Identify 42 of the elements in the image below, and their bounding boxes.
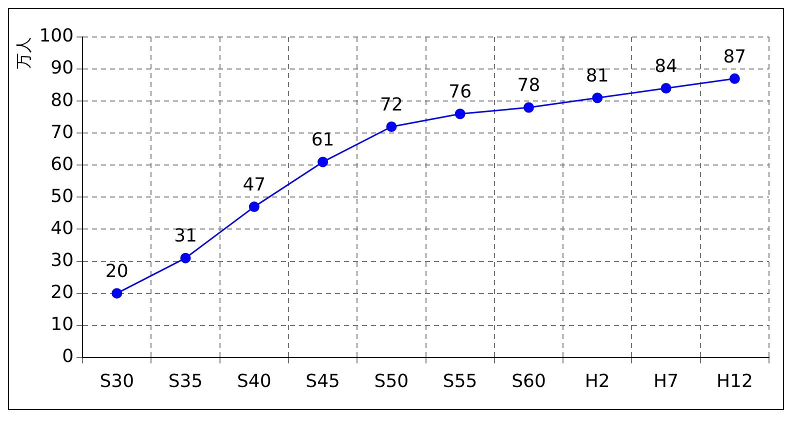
- point: [729, 73, 740, 84]
- y-tick-label: 80: [50, 90, 74, 111]
- data-label: 20: [105, 260, 128, 282]
- x-tick-label: S35: [168, 370, 203, 392]
- y-tick-label: 20: [50, 282, 74, 303]
- point: [248, 202, 260, 212]
- x-tick-label: S55: [442, 370, 478, 392]
- y-tick-label: 90: [50, 58, 74, 79]
- y-tick-label: 100: [39, 26, 74, 47]
- data-label: 87: [723, 46, 746, 68]
- data-label: 81: [586, 66, 609, 87]
- x-tick-label: H7: [654, 370, 679, 392]
- data-label: 61: [311, 130, 334, 151]
- y-tick-label: 10: [50, 314, 74, 336]
- y-tick-label: 60: [50, 154, 74, 175]
- point: [660, 83, 672, 94]
- x-tick-label: S30: [100, 370, 134, 392]
- y-tick-label: 50: [50, 186, 74, 207]
- y-tick-label: 40: [50, 218, 74, 239]
- x-tick-label: S45: [306, 370, 340, 392]
- x-tick-label: S40: [236, 370, 272, 392]
- x-tick-label: S60: [512, 370, 546, 392]
- x-tick-label: H12: [716, 370, 753, 392]
- data-label: 47: [242, 174, 266, 196]
- y-tick-label: 0: [62, 346, 74, 368]
- point: [454, 108, 466, 120]
- data-label: 72: [380, 94, 403, 116]
- x-tick-label: S50: [374, 370, 409, 392]
- y-axis-title: 万人: [14, 37, 33, 69]
- point: [592, 92, 603, 104]
- y-tick-label: 70: [50, 122, 74, 143]
- data-label: 31: [174, 226, 197, 247]
- x-tick-label: H2: [584, 370, 610, 392]
- data-label: 76: [448, 82, 472, 103]
- point: [386, 121, 397, 132]
- y-tick-label: 30: [50, 250, 74, 271]
- data-label: 78: [517, 75, 540, 96]
- point: [180, 252, 191, 264]
- data-label: 84: [654, 56, 678, 77]
- point: [318, 156, 328, 168]
- point: [523, 102, 534, 113]
- point: [112, 288, 122, 299]
